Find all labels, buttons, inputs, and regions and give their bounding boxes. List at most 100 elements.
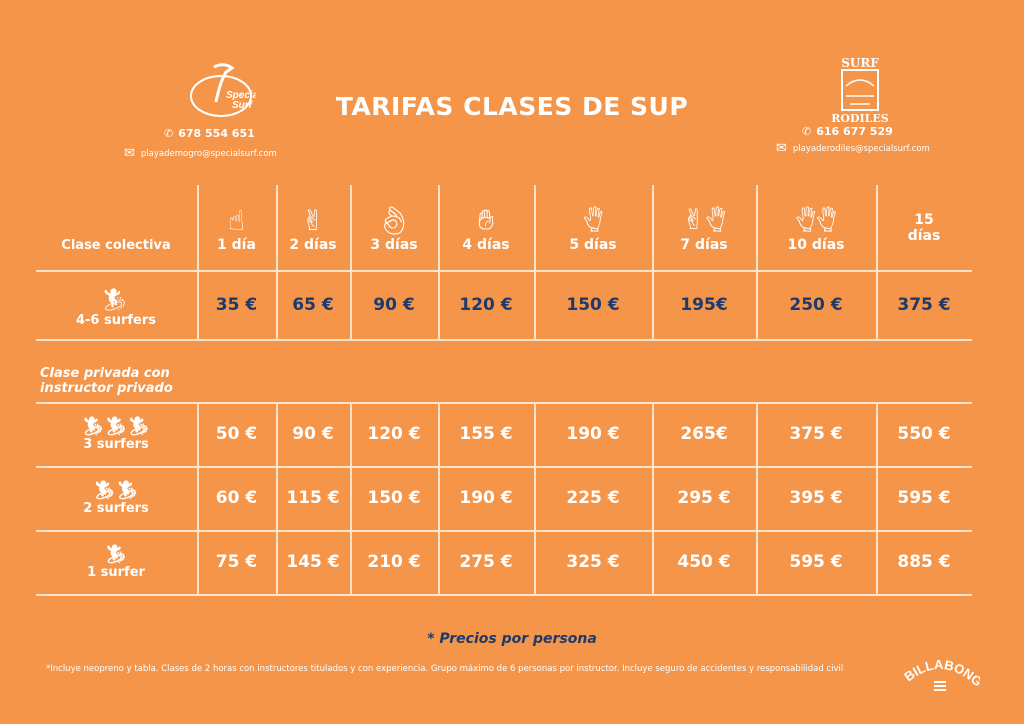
column-label: 1 día xyxy=(217,236,256,253)
grid-line xyxy=(36,402,972,404)
svg-text:BILLABONG: BILLABONG xyxy=(901,658,980,689)
svg-text:Special: Special xyxy=(226,90,256,101)
grid-line xyxy=(652,402,654,594)
column-header: ☝ 1 día xyxy=(197,188,276,268)
private-price: 75 € xyxy=(215,552,258,572)
column-label: 2 días xyxy=(289,236,337,253)
hand-count-icon: ✌🖐︎ xyxy=(681,203,727,236)
grid-line xyxy=(652,185,654,339)
column-label: 5 días xyxy=(569,237,617,253)
row-label-text: 1 surfer xyxy=(87,565,145,580)
column-header: ✋︎ 4 días xyxy=(438,188,534,268)
column-label: 4 días xyxy=(462,237,510,253)
hand-count-icon: 🖐︎🖐︎ xyxy=(795,203,837,236)
column-header: 15 días xyxy=(876,188,972,268)
footer-disclaimer: *Incluye neopreno y tabla. Clases de 2 h… xyxy=(46,664,844,674)
left-phone: ✆ 678 554 651 xyxy=(164,127,255,140)
svg-text:Surf: Surf xyxy=(232,100,254,111)
private-price: 145 € xyxy=(286,552,340,572)
collective-price: 195€ xyxy=(680,295,728,315)
column-header: 👌︎ 3 días xyxy=(350,188,438,268)
collective-price: 150 € xyxy=(566,295,620,315)
private-price: 550 € xyxy=(897,424,951,444)
collective-group: 🏄︎ 4-6 surfers xyxy=(36,288,196,328)
grid-line xyxy=(534,185,536,339)
surfers-illustration: 🏄︎ xyxy=(104,544,128,565)
column-label: 15 días xyxy=(907,212,941,244)
private-price: 190 € xyxy=(459,488,513,508)
private-price: 275 € xyxy=(459,552,513,572)
column-header: ✌🖐︎ 7 días xyxy=(652,188,756,268)
collective-heading: Clase colectiva xyxy=(61,237,171,253)
grid-line xyxy=(876,402,878,594)
private-price: 60 € xyxy=(215,488,258,508)
grid-line xyxy=(36,466,972,468)
private-price: 150 € xyxy=(367,488,421,508)
grid-line xyxy=(876,185,878,339)
collective-price: 35 € xyxy=(215,295,258,315)
special-surf-logo: SpecialSurf xyxy=(186,62,261,124)
private-price: 190 € xyxy=(566,424,620,444)
collective-price: 65 € xyxy=(292,295,334,315)
private-price: 450 € xyxy=(677,552,731,572)
mail-icon: ✉ xyxy=(124,146,135,161)
hand-count-icon: 🖐︎ xyxy=(582,203,604,236)
private-price: 595 € xyxy=(897,488,951,508)
grid-line xyxy=(36,270,972,272)
grid-line xyxy=(197,185,199,339)
billabong-logo: BILLABONG xyxy=(900,657,985,696)
grid-line xyxy=(276,185,278,339)
private-row-label: 🏄︎ 1 surfer xyxy=(36,530,196,594)
hand-count-icon: 👌︎ xyxy=(376,203,412,237)
surf-school-rodiles-logo: SURF RODILES xyxy=(830,56,890,130)
private-price: 595 € xyxy=(789,552,843,572)
hand-count-icon: ☝ xyxy=(227,203,246,237)
collective-price: 375 € xyxy=(897,295,951,315)
surfers-illustration: 🏄︎🏄︎ xyxy=(93,480,139,501)
grid-line xyxy=(756,402,758,594)
private-price: 50 € xyxy=(215,424,258,444)
right-email: ✉ playaderodiles@specialsurf.com xyxy=(776,141,930,156)
grid-line xyxy=(36,339,972,341)
grid-line xyxy=(350,185,352,339)
private-price: 155 € xyxy=(459,424,513,444)
grid-line xyxy=(276,402,278,594)
left-email: ✉ playademogro@specialsurf.com xyxy=(124,146,277,161)
svg-text:RODILES: RODILES xyxy=(831,112,889,125)
private-price: 325 € xyxy=(566,552,620,572)
private-row-label: 🏄︎🏄︎ 2 surfers xyxy=(36,466,196,530)
column-header: 🖐︎ 5 días xyxy=(534,188,652,268)
surfers-illustration: 🏄︎ xyxy=(101,288,131,313)
column-header: ✌ 2 días xyxy=(276,188,350,268)
hand-count-icon: ✋︎ xyxy=(478,203,494,236)
page-title: TARIFAS CLASES DE SUP xyxy=(335,92,689,121)
row-label-text: 2 surfers xyxy=(83,501,149,516)
mail-icon: ✉ xyxy=(776,141,787,156)
private-heading: Clase privada con instructor privado xyxy=(40,366,173,396)
private-price: 375 € xyxy=(789,424,843,444)
whatsapp-icon: ✆ xyxy=(164,127,174,140)
price-note: * Precios por persona xyxy=(427,631,597,647)
private-row-label: 🏄︎🏄︎🏄︎ 3 surfers xyxy=(36,402,196,466)
right-phone: ✆ 616 677 529 xyxy=(802,125,893,138)
private-price: 885 € xyxy=(897,552,951,572)
grid-line xyxy=(36,594,972,596)
grid-line xyxy=(350,402,352,594)
column-label: 3 días xyxy=(370,236,418,253)
grid-line xyxy=(534,402,536,594)
private-price: 225 € xyxy=(566,488,620,508)
private-price: 120 € xyxy=(367,424,421,444)
collective-price: 120 € xyxy=(459,295,513,315)
collective-price: 250 € xyxy=(789,295,843,315)
column-header: 🖐︎🖐︎ 10 días xyxy=(756,188,876,268)
surfers-illustration: 🏄︎🏄︎🏄︎ xyxy=(81,416,151,437)
private-price: 90 € xyxy=(292,424,334,444)
svg-text:SURF: SURF xyxy=(841,56,879,70)
grid-line xyxy=(756,185,758,339)
private-price: 295 € xyxy=(677,488,731,508)
grid-line xyxy=(438,185,440,339)
whatsapp-icon: ✆ xyxy=(802,125,812,138)
column-label: 7 días xyxy=(680,237,728,253)
collective-price: 90 € xyxy=(373,295,415,315)
private-price: 395 € xyxy=(789,488,843,508)
